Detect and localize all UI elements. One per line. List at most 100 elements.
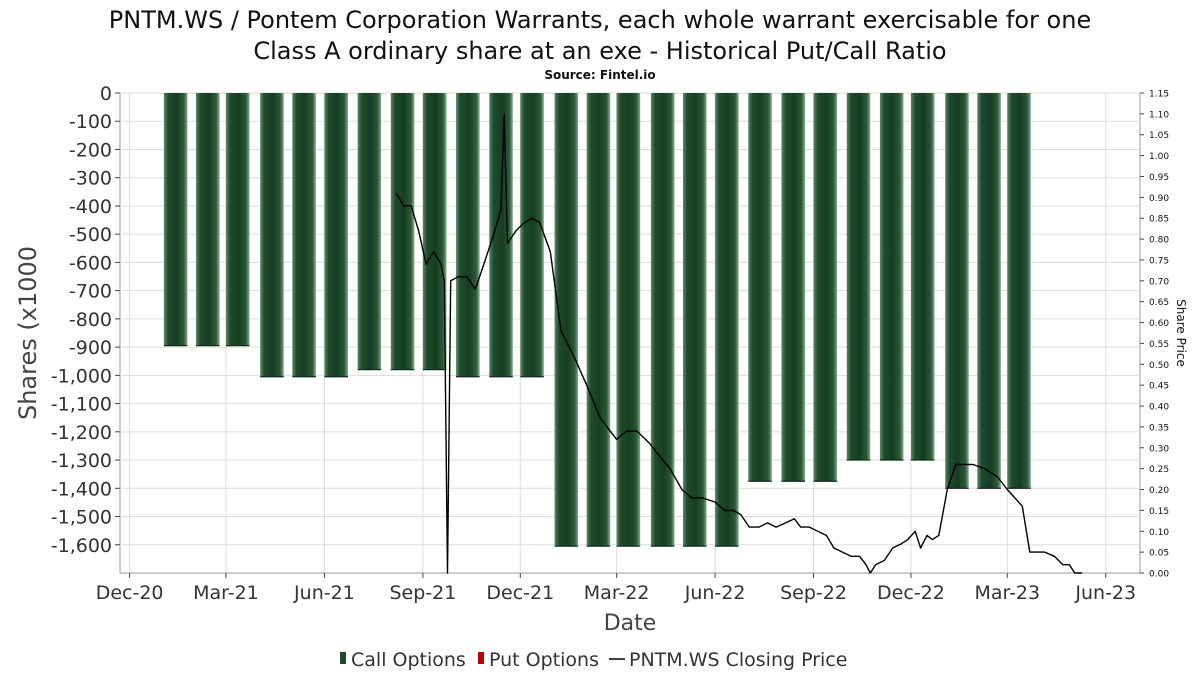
x-tick-label: Dec-20 <box>96 582 164 604</box>
call-option-bars <box>163 93 1031 547</box>
closing-price-path <box>395 113 1083 574</box>
call-option-bar <box>682 93 707 547</box>
y2-tick-label: 0.65 <box>1149 298 1169 308</box>
y-tick-label: -1,000 <box>51 365 112 387</box>
y2-tick-label: 0.25 <box>1149 465 1169 475</box>
x-tick-label: Mar-22 <box>584 582 650 604</box>
y2-tick-label: 0.95 <box>1149 173 1169 183</box>
x-tick-label: Jun-21 <box>293 582 355 604</box>
x-tick-label: Dec-22 <box>877 582 945 604</box>
legend-call-label: Call Options <box>351 649 466 671</box>
plot-area <box>119 92 1141 574</box>
call-option-bar <box>586 93 611 547</box>
call-option-bar <box>422 93 447 370</box>
call-option-bar <box>520 93 544 377</box>
y2-tick-label: 0.60 <box>1149 319 1169 329</box>
x-tick-label: Sep-21 <box>389 582 456 604</box>
y-tick-label: -700 <box>69 281 112 303</box>
legend: Call Options Put Options PNTM.WS Closing… <box>340 649 847 671</box>
call-option-bar <box>456 93 480 377</box>
y2-tick-label: 0.35 <box>1149 423 1169 433</box>
call-option-bar <box>616 93 641 547</box>
call-option-bar <box>357 93 382 370</box>
closing-price-line <box>395 113 1083 574</box>
call-option-bar <box>260 93 284 377</box>
y-axis-right: 1.15 1.10 1.05 1.00 0.95 0.90 0.85 0.80 0.75 0.70… <box>1140 90 1169 580</box>
y-tick-label: -600 <box>69 252 112 274</box>
x-tick-label: Mar-21 <box>193 582 259 604</box>
call-option-bar <box>945 93 969 489</box>
x-tick-label: Dec-21 <box>486 582 554 604</box>
y2-axis-label: Share Price <box>1174 299 1188 367</box>
call-option-bar <box>846 93 871 461</box>
y2-tick-label: 0.10 <box>1149 528 1169 538</box>
y-tick-label: -400 <box>69 196 112 218</box>
y2-tick-label: 0.70 <box>1149 277 1169 287</box>
call-option-bar <box>324 93 348 377</box>
call-option-bar <box>554 93 579 547</box>
y2-tick-label: 0.55 <box>1149 340 1169 350</box>
y-tick-label: 0 <box>100 83 112 105</box>
call-option-bar <box>650 93 675 547</box>
call-option-bar <box>879 93 904 461</box>
y2-tick-label: 1.00 <box>1149 152 1169 162</box>
x-tick-label: Sep-22 <box>780 582 847 604</box>
x-axis-label: Date <box>604 611 657 636</box>
y-axis-left: 0 -100 -200 -300 -400 -500 -600 -700 -800 -900 -1,… <box>51 83 120 557</box>
y-tick-label: -100 <box>69 111 112 133</box>
call-option-bar <box>748 93 772 482</box>
y-tick-label: -1,200 <box>51 422 112 444</box>
call-option-bar <box>1007 93 1031 489</box>
x-tick-label: Mar-23 <box>974 582 1040 604</box>
legend-put-label: Put Options <box>489 649 599 671</box>
call-option-bar <box>390 93 415 370</box>
y-tick-label: -1,500 <box>51 507 112 529</box>
y2-tick-label: 0.90 <box>1149 194 1169 204</box>
y2-tick-label: 0.75 <box>1149 256 1169 266</box>
y-tick-label: -1,600 <box>51 535 112 557</box>
x-axis: Dec-20 Mar-21 Jun-21 Sep-21 Dec-21 Mar-22 Jun-… <box>96 573 1136 604</box>
call-option-bar <box>195 93 220 346</box>
y2-tick-label: 0.00 <box>1149 570 1169 580</box>
y2-tick-label: 0.80 <box>1149 236 1169 246</box>
call-option-bar <box>781 93 805 482</box>
chart-title-line2: Class A ordinary share at an exe - Histo… <box>253 37 946 65</box>
call-option-bar <box>910 93 935 461</box>
y-tick-label: -1,300 <box>51 450 112 472</box>
call-option-bar <box>715 93 739 547</box>
y2-tick-label: 0.40 <box>1149 403 1169 413</box>
y2-tick-label: 0.85 <box>1149 215 1169 225</box>
y2-tick-label: 0.05 <box>1149 549 1169 559</box>
y-tick-label: -900 <box>69 337 112 359</box>
y-tick-label: -200 <box>69 139 112 161</box>
y-axis-label: Shares (x1000 <box>14 246 42 420</box>
legend-put-swatch <box>478 652 484 664</box>
chart-subtitle: Source: Fintel.io <box>544 68 655 82</box>
call-option-bar <box>977 93 1001 489</box>
call-option-bar <box>489 93 513 377</box>
y2-tick-label: 1.05 <box>1149 131 1169 141</box>
chart-title-line1: PNTM.WS / Pontem Corporation Warrants, e… <box>109 6 1091 34</box>
y2-tick-label: 1.10 <box>1149 110 1169 120</box>
y2-tick-label: 0.15 <box>1149 507 1169 517</box>
y-tick-label: -1,400 <box>51 478 112 500</box>
y-tick-label: -300 <box>69 168 112 190</box>
call-option-bar <box>813 93 838 482</box>
x-tick-label: Jun-23 <box>1074 582 1136 604</box>
legend-call-swatch <box>340 652 346 664</box>
y2-tick-label: 0.30 <box>1149 444 1169 454</box>
call-option-bar <box>163 93 188 346</box>
x-tick-label: Jun-22 <box>684 582 746 604</box>
y2-tick-label: 0.20 <box>1149 486 1169 496</box>
y2-tick-label: 0.50 <box>1149 361 1169 371</box>
call-option-bar <box>225 93 250 346</box>
call-option-bar <box>292 93 316 377</box>
y-tick-label: -800 <box>69 309 112 331</box>
y-tick-label: -1,100 <box>51 394 112 416</box>
y2-tick-label: 0.45 <box>1149 382 1169 392</box>
legend-price-label: PNTM.WS Closing Price <box>629 649 847 671</box>
y-tick-label: -500 <box>69 224 112 246</box>
y2-tick-label: 1.15 <box>1149 90 1169 100</box>
